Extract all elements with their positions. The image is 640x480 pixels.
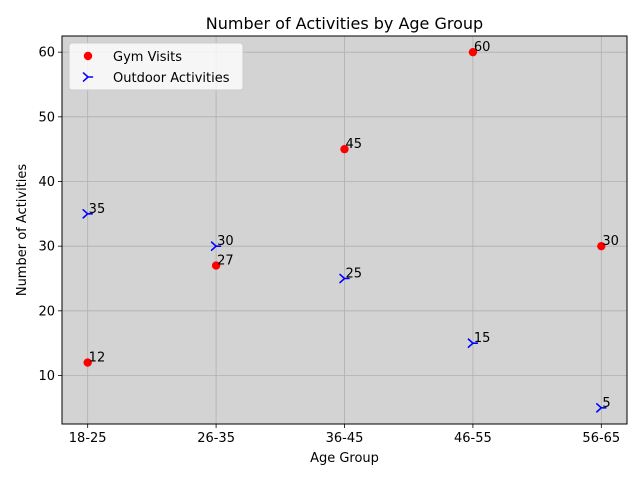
- plot-frame: [61, 35, 628, 425]
- data-points: [82, 47, 607, 413]
- gym-visits-value-label: 30: [602, 234, 619, 249]
- gym-visits-value-label: 60: [474, 40, 491, 55]
- y-tick-label: 10: [38, 369, 55, 384]
- outdoor-activities-point: [339, 273, 350, 284]
- data-labels: 12 27 45 60 30 35 30 25 15 5: [89, 40, 619, 411]
- legend-label-gym-visits: Gym Visits: [113, 50, 182, 65]
- outdoor-activities-point: [596, 402, 607, 413]
- outdoor-activities-value-label: 30: [217, 234, 234, 249]
- y-tick-label: 20: [38, 304, 55, 319]
- grid-lines: [62, 36, 627, 424]
- legend-markers: [82, 51, 94, 82]
- x-tick-label: 56-65: [582, 431, 620, 446]
- legend-marker-gym-visits: [83, 51, 93, 61]
- gym-visits-value-label: 27: [217, 254, 234, 269]
- y-axis-label: Number of Activities: [15, 164, 30, 297]
- outdoor-activities-value-label: 5: [602, 396, 610, 411]
- chart-title: Number of Activities by Age Group: [206, 14, 483, 33]
- outdoor-activities-point: [467, 338, 479, 349]
- legend: Gym Visits Outdoor Activities: [68, 42, 244, 91]
- gym-visits-point: [597, 241, 606, 251]
- gym-visits-point: [340, 144, 349, 154]
- legend-box: [68, 42, 244, 91]
- legend-marker-outdoor-activities: [82, 72, 94, 82]
- x-tick-label: 46-55: [454, 431, 492, 446]
- outdoor-activities-value-label: 15: [474, 331, 491, 346]
- gym-visits-value-label: 12: [89, 351, 106, 366]
- x-tick-label: 36-45: [326, 431, 364, 446]
- x-axis-label: Age Group: [310, 451, 379, 466]
- x-tick-label: 26-35: [197, 431, 235, 446]
- y-tick-label: 50: [38, 110, 55, 125]
- gym-visits-point: [468, 47, 478, 57]
- legend-label-outdoor-activities: Outdoor Activities: [113, 71, 230, 86]
- outdoor-activities-value-label: 25: [346, 267, 363, 282]
- y-tick-label: 60: [38, 46, 55, 61]
- outdoor-activities-point: [82, 208, 93, 219]
- gym-visits-value-label: 45: [346, 137, 363, 152]
- gym-visits-point: [211, 261, 221, 270]
- gym-visits-point: [83, 358, 92, 367]
- outdoor-activities-value-label: 35: [89, 202, 106, 217]
- outdoor-activities-point: [210, 241, 222, 252]
- axis-ticks: 18-25 26-35 36-45 46-55 56-65 10 20 30 40 50 60: [38, 46, 620, 446]
- y-tick-label: 30: [38, 240, 55, 255]
- y-tick-label: 40: [38, 175, 55, 190]
- x-tick-label: 18-25: [69, 431, 107, 446]
